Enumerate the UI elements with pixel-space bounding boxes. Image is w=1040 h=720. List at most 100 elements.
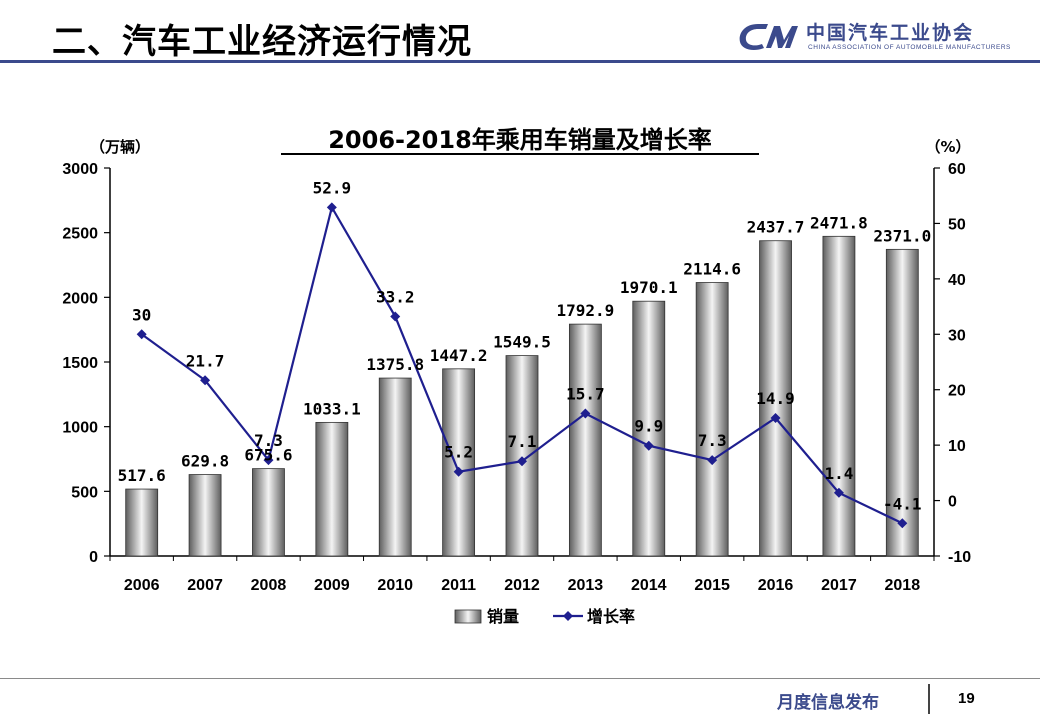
growth-value-label: 30: [132, 305, 151, 324]
logo-text-cn: 中国汽车工业协会: [806, 22, 975, 44]
x-tick-label: 2012: [504, 577, 540, 594]
growth-value-label: 7.1: [508, 432, 537, 451]
x-tick-label: 2006: [124, 577, 160, 594]
line-series: [136, 202, 908, 529]
growth-value-label: 21.7: [186, 351, 225, 370]
growth-value-label: 33.2: [376, 288, 415, 307]
y2-tick-label: 10: [948, 438, 966, 455]
y2-tick-label: -10: [948, 549, 971, 566]
chart-legend: 销量 增长率: [454, 607, 635, 626]
bar-value-label: 2437.7: [747, 218, 805, 237]
legend-line-label: 增长率: [587, 607, 635, 626]
x-tick-label: 2007: [187, 577, 223, 594]
x-tick-label: 2016: [758, 577, 794, 594]
line-point: [833, 487, 844, 498]
bar-value-label: 1033.1: [303, 399, 361, 418]
sales-growth-chart: 2006-2018年乘用车销量及增长率 （万辆） （%） 05001000150…: [62, 126, 971, 626]
x-tick-label: 2014: [631, 577, 667, 594]
bar: [759, 240, 792, 557]
x-tick-label: 2011: [441, 577, 476, 594]
bar-value-label: 2371.0: [873, 226, 931, 245]
line-point: [517, 456, 527, 467]
bar-value-label: 2114.6: [683, 260, 741, 279]
line-point: [390, 311, 401, 322]
bar-value-label: 675.6: [244, 446, 292, 465]
line-point: [643, 440, 654, 451]
bar-value-label: 629.8: [181, 452, 229, 471]
y-axis-label: （万辆）: [90, 138, 150, 156]
bar: [442, 368, 476, 557]
growth-value-label: 14.9: [756, 389, 795, 408]
growth-value-label: 9.9: [634, 417, 663, 436]
y2-tick-label: 60: [948, 161, 966, 178]
y-tick-label: 2000: [62, 290, 98, 307]
bar: [885, 248, 919, 557]
legend-bar-label: 销量: [487, 607, 519, 626]
growth-value-label: 15.7: [566, 385, 605, 404]
line-point: [263, 455, 274, 466]
bar: [695, 282, 729, 557]
bar: [315, 421, 349, 557]
bar: [505, 355, 539, 557]
y2-tick-label: 50: [948, 216, 966, 233]
y2-tick-label: 0: [948, 494, 957, 511]
page-number: 19: [958, 690, 975, 707]
y2-tick-label: 30: [948, 327, 966, 344]
y2-tick-label: 20: [948, 383, 966, 400]
legend-line-marker: [563, 611, 573, 621]
bar-value-label: 1447.2: [430, 346, 488, 365]
x-tick-label: 2009: [314, 577, 350, 594]
bar-value-label: 1792.9: [556, 301, 614, 320]
y2-axis-label: （%）: [925, 138, 970, 156]
y2-tick-label: 40: [948, 272, 966, 289]
logo-text-en: CHINA ASSOCIATION OF AUTOMOBILE MANUFACT…: [808, 44, 1011, 51]
bar-value-label: 1375.8: [366, 355, 424, 374]
x-tick-label: 2013: [568, 577, 604, 594]
growth-value-label: 52.9: [313, 178, 352, 197]
line-point: [770, 412, 781, 423]
y-tick-label: 3000: [62, 161, 98, 178]
x-tick-label: 2010: [377, 577, 413, 594]
growth-value-label: 1.4: [824, 464, 853, 483]
line-point: [326, 202, 337, 213]
footer-separator: [928, 684, 930, 714]
growth-value-label: -4.1: [883, 494, 922, 513]
chart-title: 2006-2018年乘用车销量及增长率: [328, 126, 712, 154]
bar-value-label: 1549.5: [493, 333, 551, 352]
y-tick-label: 2500: [62, 226, 98, 243]
x-tick-label: 2017: [821, 577, 857, 594]
x-tick-label: 2015: [694, 577, 730, 594]
y-tick-label: 0: [89, 549, 98, 566]
legend-bar-swatch: [454, 609, 482, 624]
x-tick-label: 2008: [251, 577, 287, 594]
caam-logo-icon: [739, 24, 798, 50]
bar-series: [125, 235, 919, 557]
footer-label: 月度信息发布: [777, 693, 879, 713]
line-point: [136, 329, 147, 340]
caam-logo: 中国汽车工业协会 CHINA ASSOCIATION OF AUTOMOBILE…: [736, 18, 1026, 54]
bar: [125, 488, 159, 557]
bar-value-label: 517.6: [118, 466, 166, 485]
page-title: 二、汽车工业经济运行情况: [52, 22, 472, 62]
y-tick-label: 500: [71, 484, 98, 501]
line-point: [200, 375, 211, 386]
y-tick-label: 1500: [62, 355, 98, 372]
x-tick-label: 2018: [885, 577, 921, 594]
bar: [188, 474, 222, 557]
bar-value-label: 1970.1: [620, 278, 678, 297]
bar: [378, 377, 412, 557]
footer-divider: [0, 678, 1040, 679]
chart-axes: 0 500 1000 1500 2000 2500 3000 -10 0 10 20 30 40 50 60…: [62, 161, 971, 594]
growth-value-label: 5.2: [444, 443, 473, 462]
line-point: [707, 455, 718, 466]
growth-value-label: 7.3: [698, 431, 727, 450]
bar: [632, 300, 666, 557]
bar: [568, 323, 602, 557]
bar: [252, 468, 285, 557]
y-tick-label: 1000: [62, 420, 98, 437]
growth-value-label: 7.3: [254, 431, 283, 450]
line-point: [453, 466, 464, 477]
data-labels: 517.6 629.8 675.6 1033.1 1375.8 1447.2 1549.5 1…: [118, 178, 932, 513]
header-divider: [0, 60, 1040, 63]
bar-value-label: 2471.8: [810, 213, 868, 232]
